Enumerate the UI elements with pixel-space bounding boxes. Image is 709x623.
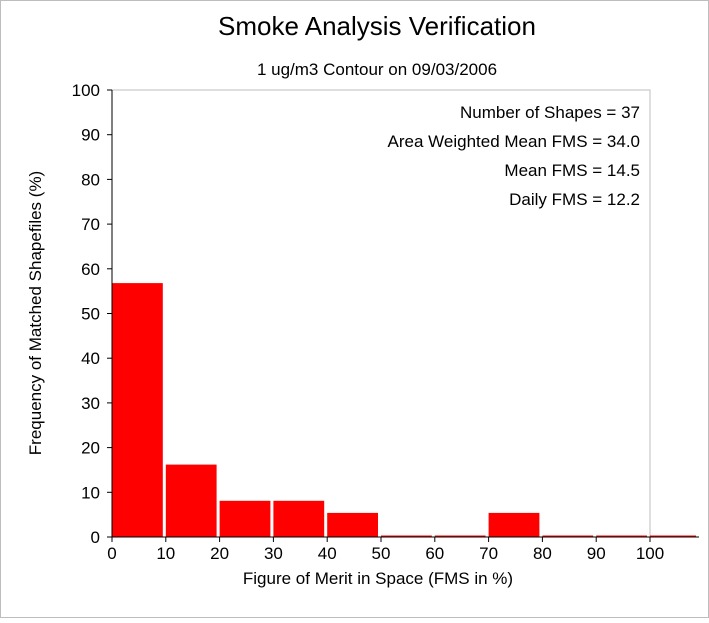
histogram-bar: [112, 283, 163, 537]
y-tick-label: 40: [81, 349, 100, 368]
y-tick-label: 60: [81, 260, 100, 279]
y-tick-label: 0: [91, 528, 100, 547]
x-tick-label: 80: [533, 544, 552, 563]
histogram-bar: [327, 512, 378, 537]
x-tick-label: 10: [156, 544, 175, 563]
stat-annotation: Daily FMS = 12.2: [509, 190, 640, 209]
y-tick-label: 50: [81, 305, 100, 324]
chart-title: Smoke Analysis Verification: [218, 11, 536, 41]
histogram-bar: [650, 535, 696, 537]
y-tick-label: 90: [81, 126, 100, 145]
histogram-bar: [596, 535, 647, 537]
y-axis-label: Frequency of Matched Shapefiles (%): [26, 171, 45, 455]
x-tick-label: 50: [372, 544, 391, 563]
y-tick-label: 100: [72, 81, 100, 100]
x-axis-label: Figure of Merit in Space (FMS in %): [243, 569, 513, 588]
stats-annotations: Number of Shapes = 37 Area Weighted Mean …: [388, 103, 640, 209]
y-tick-label: 30: [81, 394, 100, 413]
y-tick-label: 70: [81, 215, 100, 234]
x-tick-label: 0: [107, 544, 116, 563]
y-axis: 0 10 20 30 40 50 60 70 80 90 100: [72, 81, 113, 547]
x-tick-label: 60: [425, 544, 444, 563]
x-tick-label: 20: [210, 544, 229, 563]
x-tick-label: 40: [318, 544, 337, 563]
x-tick-label: 70: [479, 544, 498, 563]
stat-annotation: Mean FMS = 14.5: [504, 161, 640, 180]
histogram-bar: [273, 500, 325, 537]
y-tick-label: 80: [81, 170, 100, 189]
x-tick-label: 30: [264, 544, 283, 563]
histogram-bar: [434, 535, 486, 537]
stat-annotation: Area Weighted Mean FMS = 34.0: [388, 132, 640, 151]
bars-group: [112, 283, 696, 537]
histogram-bar: [542, 535, 594, 537]
histogram-bar: [488, 512, 540, 537]
y-tick-label: 10: [81, 483, 100, 502]
stat-annotation: Number of Shapes = 37: [460, 103, 640, 122]
x-axis: 0 10 20 30 40 50 60 70 80 90 100: [107, 536, 699, 563]
histogram-bar: [165, 464, 217, 537]
x-tick-label: 90: [587, 544, 606, 563]
x-tick-label: 100: [636, 544, 664, 563]
y-tick-label: 20: [81, 439, 100, 458]
histogram-bar: [381, 535, 432, 537]
histogram-bar: [219, 500, 271, 537]
chart-subtitle: 1 ug/m3 Contour on 09/03/2006: [257, 60, 497, 79]
